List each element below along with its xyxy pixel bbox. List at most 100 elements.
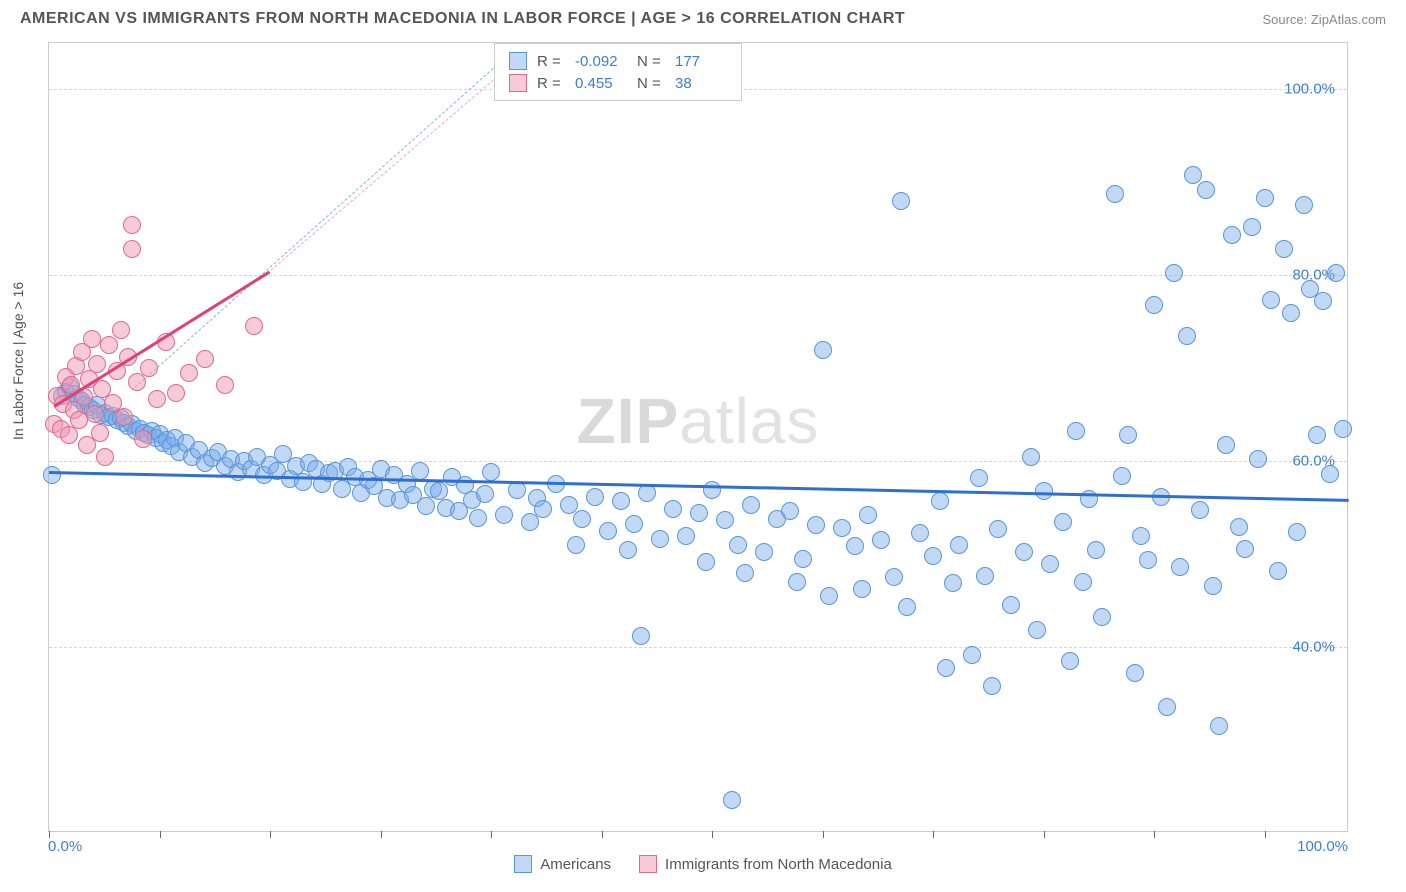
legend-swatch (639, 855, 657, 873)
scatter-point (115, 408, 133, 426)
series-swatch (509, 74, 527, 92)
trend-line (49, 471, 1349, 501)
legend-label: Americans (540, 856, 611, 873)
trend-connector (135, 61, 502, 388)
legend-label: Immigrants from North Macedonia (665, 856, 892, 873)
scatter-point (651, 530, 669, 548)
source-attribution: Source: ZipAtlas.com (1262, 12, 1386, 27)
x-tick (712, 831, 713, 838)
scatter-point (736, 564, 754, 582)
scatter-point (123, 216, 141, 234)
scatter-point (814, 341, 832, 359)
scatter-point (872, 531, 890, 549)
scatter-point (1093, 608, 1111, 626)
scatter-point (1236, 540, 1254, 558)
x-tick (602, 831, 603, 838)
scatter-point (859, 506, 877, 524)
scatter-point (833, 519, 851, 537)
scatter-point (892, 192, 910, 210)
legend-item: Americans (514, 855, 611, 873)
stats-row: R =0.455N =38 (509, 72, 727, 94)
scatter-point (619, 541, 637, 559)
scatter-point (1106, 185, 1124, 203)
scatter-point (1139, 551, 1157, 569)
scatter-point (970, 469, 988, 487)
scatter-point (1165, 264, 1183, 282)
scatter-point (1028, 621, 1046, 639)
scatter-point (43, 466, 61, 484)
scatter-point (60, 426, 78, 444)
scatter-point (794, 550, 812, 568)
scatter-point (567, 536, 585, 554)
scatter-point (148, 390, 166, 408)
scatter-point (632, 627, 650, 645)
scatter-point (1269, 562, 1287, 580)
scatter-point (989, 520, 1007, 538)
scatter-point (1132, 527, 1150, 545)
scatter-point (1119, 426, 1137, 444)
r-value: -0.092 (575, 53, 627, 70)
scatter-point (469, 509, 487, 527)
x-axis-max-label: 100.0% (1297, 838, 1348, 855)
x-tick (1044, 831, 1045, 838)
scatter-point (134, 430, 152, 448)
scatter-point (430, 482, 448, 500)
scatter-point (788, 573, 806, 591)
scatter-point (1022, 448, 1040, 466)
n-label: N = (637, 75, 665, 92)
scatter-point (1204, 577, 1222, 595)
scatter-point (983, 677, 1001, 695)
scatter-point (729, 536, 747, 554)
scatter-point (96, 448, 114, 466)
scatter-point (1223, 226, 1241, 244)
scatter-point (1327, 264, 1345, 282)
scatter-point (83, 330, 101, 348)
scatter-point (1308, 426, 1326, 444)
scatter-point (820, 587, 838, 605)
scatter-point (664, 500, 682, 518)
x-axis-min-label: 0.0% (48, 838, 82, 855)
scatter-point (807, 516, 825, 534)
x-tick (160, 831, 161, 838)
scatter-point (1002, 596, 1020, 614)
scatter-point (495, 506, 513, 524)
scatter-point (1178, 327, 1196, 345)
series-swatch (509, 52, 527, 70)
scatter-point (697, 553, 715, 571)
scatter-point (625, 515, 643, 533)
scatter-point (140, 359, 158, 377)
chart-legend: Americans Immigrants from North Macedonia (0, 855, 1406, 873)
scatter-point (1275, 240, 1293, 258)
scatter-point (677, 527, 695, 545)
scatter-point (1126, 664, 1144, 682)
scatter-point (1243, 218, 1261, 236)
scatter-point (1087, 541, 1105, 559)
scatter-point (91, 424, 109, 442)
scatter-point (482, 463, 500, 481)
scatter-point (716, 511, 734, 529)
scatter-point (846, 537, 864, 555)
legend-item: Immigrants from North Macedonia (639, 855, 892, 873)
y-tick-label: 40.0% (1292, 639, 1335, 656)
scatter-point (1334, 420, 1352, 438)
scatter-point (1158, 698, 1176, 716)
scatter-point (586, 488, 604, 506)
scatter-point (599, 522, 617, 540)
scatter-point (112, 321, 130, 339)
scatter-point (1314, 292, 1332, 310)
x-tick (270, 831, 271, 838)
r-label: R = (537, 53, 565, 70)
scatter-point (86, 405, 104, 423)
x-tick (49, 831, 50, 838)
scatter-point (1054, 513, 1072, 531)
scatter-point (931, 492, 949, 510)
x-tick (933, 831, 934, 838)
scatter-point (1145, 296, 1163, 314)
scatter-point (950, 536, 968, 554)
scatter-point (963, 646, 981, 664)
scatter-point (1184, 166, 1202, 184)
scatter-point (755, 543, 773, 561)
chart-plot-area: ZIPatlas 40.0%60.0%80.0%100.0% R =-0.092… (48, 42, 1348, 832)
x-tick (1154, 831, 1155, 838)
scatter-point (723, 791, 741, 809)
